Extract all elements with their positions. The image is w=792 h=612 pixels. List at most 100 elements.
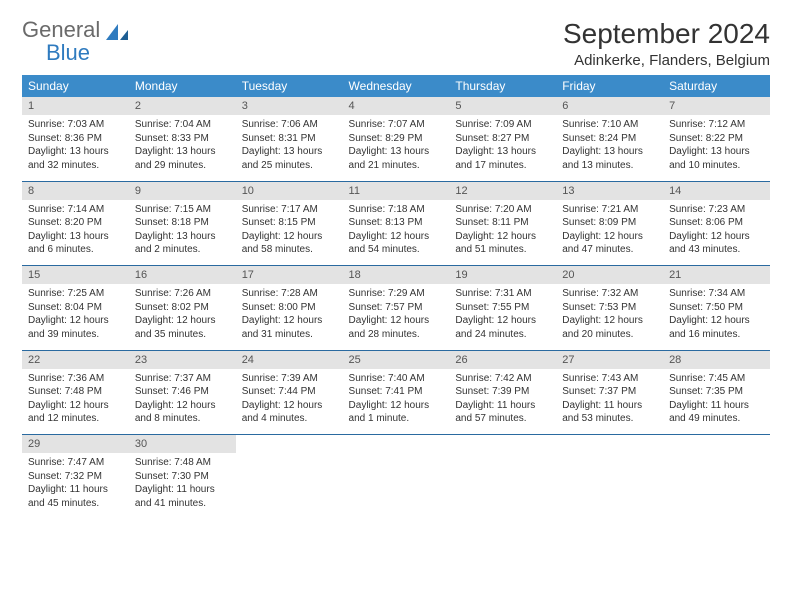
sunset-text: Sunset: 7:32 PM [28,470,123,484]
daylight-text: and 16 minutes. [669,328,764,342]
sunrise-text: Sunrise: 7:12 AM [669,118,764,132]
weekday-header: Sunday [22,75,129,97]
daylight-text: Daylight: 13 hours [28,230,123,244]
sunset-text: Sunset: 8:36 PM [28,132,123,146]
day-content-cell: Sunrise: 7:04 AMSunset: 8:33 PMDaylight:… [129,115,236,181]
day-content-cell: Sunrise: 7:28 AMSunset: 8:00 PMDaylight:… [236,284,343,350]
day-content-cell: Sunrise: 7:15 AMSunset: 8:18 PMDaylight:… [129,200,236,266]
daylight-text: and 8 minutes. [135,412,230,426]
sail-icon [104,22,130,47]
day-number-cell: 1 [22,97,129,115]
day-content-cell: Sunrise: 7:10 AMSunset: 8:24 PMDaylight:… [556,115,663,181]
weekday-header: Thursday [449,75,556,97]
day-content-cell: Sunrise: 7:03 AMSunset: 8:36 PMDaylight:… [22,115,129,181]
sunset-text: Sunset: 7:57 PM [349,301,444,315]
day-number-cell [343,435,450,454]
day-number-row: 15161718192021 [22,266,770,285]
logo-word-general: General [22,17,100,42]
day-number-cell: 5 [449,97,556,115]
day-number-row: 2930 [22,435,770,454]
day-number-cell: 17 [236,266,343,285]
day-content-cell: Sunrise: 7:36 AMSunset: 7:48 PMDaylight:… [22,369,129,435]
sunrise-text: Sunrise: 7:48 AM [135,456,230,470]
daylight-text: and 13 minutes. [562,159,657,173]
daylight-text: and 31 minutes. [242,328,337,342]
day-content-cell [236,453,343,519]
location-subtitle: Adinkerke, Flanders, Belgium [563,52,770,69]
day-number-cell [236,435,343,454]
day-content-row: Sunrise: 7:25 AMSunset: 8:04 PMDaylight:… [22,284,770,350]
daylight-text: Daylight: 13 hours [669,145,764,159]
daylight-text: Daylight: 12 hours [349,314,444,328]
day-number-cell: 25 [343,350,450,369]
sunset-text: Sunset: 8:09 PM [562,216,657,230]
weekday-header-row: Sunday Monday Tuesday Wednesday Thursday… [22,75,770,97]
day-number-cell: 11 [343,181,450,200]
day-content-cell: Sunrise: 7:32 AMSunset: 7:53 PMDaylight:… [556,284,663,350]
day-content-cell [343,453,450,519]
day-content-cell: Sunrise: 7:39 AMSunset: 7:44 PMDaylight:… [236,369,343,435]
day-content-cell: Sunrise: 7:31 AMSunset: 7:55 PMDaylight:… [449,284,556,350]
sunrise-text: Sunrise: 7:20 AM [455,203,550,217]
day-number-row: 22232425262728 [22,350,770,369]
daylight-text: Daylight: 13 hours [135,145,230,159]
sunrise-text: Sunrise: 7:25 AM [28,287,123,301]
day-number-cell: 8 [22,181,129,200]
sunrise-text: Sunrise: 7:37 AM [135,372,230,386]
daylight-text: Daylight: 11 hours [455,399,550,413]
sunrise-text: Sunrise: 7:43 AM [562,372,657,386]
day-content-cell: Sunrise: 7:34 AMSunset: 7:50 PMDaylight:… [663,284,770,350]
daylight-text: Daylight: 13 hours [242,145,337,159]
daylight-text: Daylight: 13 hours [562,145,657,159]
day-number-cell: 18 [343,266,450,285]
sunset-text: Sunset: 7:46 PM [135,385,230,399]
sunrise-text: Sunrise: 7:10 AM [562,118,657,132]
sunset-text: Sunset: 8:15 PM [242,216,337,230]
daylight-text: and 35 minutes. [135,328,230,342]
title-block: September 2024 Adinkerke, Flanders, Belg… [563,18,770,69]
sunset-text: Sunset: 7:35 PM [669,385,764,399]
day-content-cell: Sunrise: 7:26 AMSunset: 8:02 PMDaylight:… [129,284,236,350]
daylight-text: and 47 minutes. [562,243,657,257]
sunset-text: Sunset: 8:20 PM [28,216,123,230]
daylight-text: and 4 minutes. [242,412,337,426]
sunset-text: Sunset: 8:24 PM [562,132,657,146]
sunset-text: Sunset: 8:29 PM [349,132,444,146]
logo-word-blue: Blue [46,40,90,65]
daylight-text: and 32 minutes. [28,159,123,173]
day-number-cell: 13 [556,181,663,200]
day-content-cell: Sunrise: 7:29 AMSunset: 7:57 PMDaylight:… [343,284,450,350]
daylight-text: Daylight: 11 hours [135,483,230,497]
sunrise-text: Sunrise: 7:39 AM [242,372,337,386]
day-content-cell: Sunrise: 7:07 AMSunset: 8:29 PMDaylight:… [343,115,450,181]
day-number-cell: 19 [449,266,556,285]
sunset-text: Sunset: 7:44 PM [242,385,337,399]
daylight-text: and 43 minutes. [669,243,764,257]
weekday-header: Friday [556,75,663,97]
day-number-row: 891011121314 [22,181,770,200]
daylight-text: Daylight: 13 hours [135,230,230,244]
day-content-cell: Sunrise: 7:37 AMSunset: 7:46 PMDaylight:… [129,369,236,435]
day-number-cell: 4 [343,97,450,115]
day-number-cell: 12 [449,181,556,200]
sunrise-text: Sunrise: 7:45 AM [669,372,764,386]
day-content-row: Sunrise: 7:03 AMSunset: 8:36 PMDaylight:… [22,115,770,181]
daylight-text: and 21 minutes. [349,159,444,173]
day-content-row: Sunrise: 7:36 AMSunset: 7:48 PMDaylight:… [22,369,770,435]
sunset-text: Sunset: 8:13 PM [349,216,444,230]
daylight-text: and 39 minutes. [28,328,123,342]
weekday-header: Monday [129,75,236,97]
daylight-text: and 24 minutes. [455,328,550,342]
day-number-cell: 29 [22,435,129,454]
daylight-text: Daylight: 11 hours [28,483,123,497]
sunrise-text: Sunrise: 7:28 AM [242,287,337,301]
day-number-cell [663,435,770,454]
daylight-text: Daylight: 13 hours [455,145,550,159]
day-content-cell: Sunrise: 7:40 AMSunset: 7:41 PMDaylight:… [343,369,450,435]
day-number-cell: 27 [556,350,663,369]
daylight-text: and 12 minutes. [28,412,123,426]
day-content-cell [663,453,770,519]
sunrise-text: Sunrise: 7:47 AM [28,456,123,470]
day-content-row: Sunrise: 7:14 AMSunset: 8:20 PMDaylight:… [22,200,770,266]
daylight-text: and 17 minutes. [455,159,550,173]
